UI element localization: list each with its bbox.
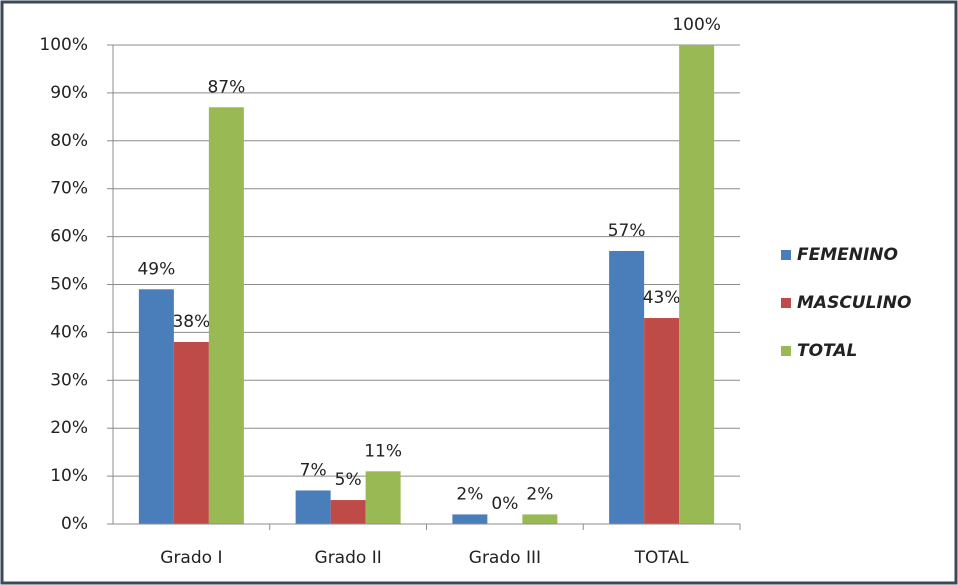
legend-swatch	[781, 298, 791, 308]
bar	[295, 490, 331, 524]
bar	[452, 514, 488, 524]
y-tick-label: 0%	[61, 514, 88, 534]
y-tick-label: 90%	[50, 83, 88, 103]
bar	[679, 45, 715, 524]
y-tick-label: 20%	[50, 418, 88, 438]
x-tick-label: TOTAL	[634, 548, 689, 568]
value-label: 38%	[172, 312, 210, 332]
x-tick-label: Grado I	[160, 548, 222, 568]
y-tick-label: 70%	[50, 179, 88, 199]
y-tick-label: 80%	[50, 131, 88, 151]
y-tick-label: 60%	[50, 227, 88, 247]
legend-swatch	[781, 346, 791, 356]
value-label: 2%	[526, 484, 553, 504]
value-label: 87%	[207, 77, 245, 97]
y-tick-label: 100%	[39, 35, 88, 55]
bar	[208, 107, 244, 525]
bar	[138, 289, 174, 524]
y-tick-label: 30%	[50, 370, 88, 390]
bar	[609, 250, 645, 524]
value-label: 5%	[335, 470, 362, 490]
y-tick-label: 50%	[50, 275, 88, 295]
value-label: 0%	[491, 494, 518, 514]
bar	[173, 341, 209, 524]
legend-label: TOTAL	[797, 341, 857, 361]
value-label: 11%	[364, 441, 402, 461]
y-tick-label: 40%	[50, 322, 88, 342]
bar	[522, 514, 558, 524]
value-label: 2%	[456, 484, 483, 504]
x-tick-label: Grado II	[315, 548, 382, 568]
value-label: 49%	[137, 259, 175, 279]
x-tick-label: Grado III	[469, 548, 541, 568]
bar	[330, 500, 366, 524]
legend-label: FEMENINO	[797, 245, 898, 265]
value-label: 7%	[300, 460, 327, 480]
value-label: 57%	[608, 221, 646, 241]
legend-swatch	[781, 250, 791, 260]
y-tick-label: 10%	[50, 466, 88, 486]
value-label: 100%	[672, 15, 721, 35]
value-label: 43%	[643, 288, 681, 308]
legend-label: MASCULINO	[797, 293, 911, 313]
bar	[644, 318, 680, 524]
bar	[365, 471, 401, 524]
